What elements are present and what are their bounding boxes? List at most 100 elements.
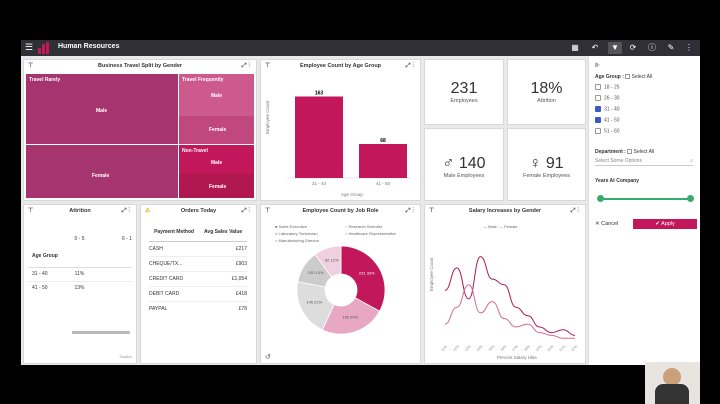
tree-label: Male: [211, 93, 222, 99]
legend-item[interactable]: ● Healthcare Representative: [345, 231, 396, 236]
filter-icon[interactable]: ▼: [608, 42, 622, 54]
department-select[interactable]: Select Some Options ⌕: [595, 158, 693, 166]
donut-label: 82 12%: [325, 257, 339, 262]
grid-icon[interactable]: ▦: [571, 43, 579, 52]
panel-tools[interactable]: ⤢⋮: [241, 63, 252, 69]
x-tick-label: 14%: [476, 344, 484, 352]
legend-item[interactable]: — Female: [499, 224, 518, 229]
x-axis-label: Percent Salary Hike: [497, 355, 537, 360]
travel-treemap: Travel Rarely Male Female Travel Frequen…: [26, 74, 254, 198]
age-option-31-40[interactable]: 31 - 40: [595, 106, 620, 112]
panel-tools[interactable]: ⤢⋮: [241, 208, 252, 214]
pin-icon[interactable]: ⊤: [28, 208, 34, 214]
donut-slice[interactable]: [314, 245, 342, 278]
salary-legend: — Male — Female: [483, 224, 518, 229]
years-filter-label: Years At Company: [595, 178, 639, 184]
series-line[interactable]: [444, 284, 575, 339]
bar[interactable]: [295, 96, 343, 179]
table-row[interactable]: DEBIT CARD £418: [149, 286, 247, 301]
age-option-41-50[interactable]: 41 - 50: [595, 117, 620, 123]
dashboard-frame: ☰ Human Resources ▦ ↶ ▼ ⟳ ⓘ ✎ ⋮ ⊤ Busines…: [21, 40, 700, 365]
table-row[interactable]: 41 - 50 13%: [32, 285, 85, 292]
attrition-panel: ⊤ Attrition ⤢⋮ 0 - 5 6 - 1 Age Group 31 - 4…: [23, 204, 137, 364]
donut-slice[interactable]: [321, 297, 381, 335]
undo-icon[interactable]: ↶: [591, 43, 599, 52]
legend-item[interactable]: ● Sales Executive: [275, 224, 308, 229]
panel-tools[interactable]: ⤢⋮: [405, 63, 416, 69]
kpi-attrition: 18% Attrition: [507, 59, 586, 125]
presenter-head: [663, 368, 681, 386]
filter-sidebar: ⊪ Age Group : Select All 18 - 25 26 - 30…: [588, 56, 700, 365]
wrench-icon[interactable]: ✎: [667, 43, 675, 52]
table-row[interactable]: 31 - 40 11%: [28, 267, 132, 281]
table-row[interactable]: CREDIT CARD £1,054: [149, 271, 247, 286]
tree-label: Non-Travel: [182, 148, 208, 154]
cancel-button[interactable]: ✕ Cancel: [595, 221, 619, 227]
legend-item[interactable]: ● Research Scientist: [345, 224, 382, 229]
col-header: 6 - 1: [121, 236, 132, 242]
table-row[interactable]: PAYPAL £78: [149, 305, 247, 312]
donut-slice[interactable]: [340, 245, 386, 312]
years-slider-track[interactable]: [599, 198, 691, 200]
refresh-icon[interactable]: ⟳: [629, 43, 637, 52]
x-tick-label: 13%: [464, 344, 472, 352]
warning-icon[interactable]: ⚠: [145, 208, 151, 214]
x-tick-label: 31 - 40: [312, 181, 327, 186]
panel-tools[interactable]: ⤢⋮: [405, 208, 416, 214]
tree-label: Female: [209, 127, 226, 133]
job-role-panel: ⊤ Employee Count by Job Role ⤢⋮ ● Sales Ex…: [260, 204, 421, 364]
tree-label: Travel Frequently: [182, 77, 224, 83]
app-title: Human Resources: [58, 43, 120, 50]
bar[interactable]: [359, 144, 407, 178]
tree-cell-rarely-male[interactable]: [26, 74, 178, 144]
donut-label: 145 21%: [306, 300, 322, 305]
pin-icon[interactable]: ⊤: [265, 208, 271, 214]
job-legend: ● Sales Executive ● Laboratory Technicia…: [275, 223, 319, 244]
slider-handle-min[interactable]: [597, 195, 604, 202]
hamburger-menu-icon[interactable]: ☰: [25, 42, 34, 52]
y-axis-label: Employee Count: [429, 257, 434, 291]
apply-button[interactable]: ✔ Apply: [633, 219, 697, 229]
col-header: Avg Sales Value: [203, 228, 243, 235]
age-option-26-30[interactable]: 26 - 30: [595, 95, 620, 101]
tree-cell-rarely-female[interactable]: [26, 145, 178, 198]
travel-title: ⊤ Business Travel Split by Gender ⤢⋮: [24, 60, 256, 72]
legend-item[interactable]: — Male: [483, 224, 497, 229]
pin-icon[interactable]: ⊤: [429, 208, 435, 214]
salary-title: ⊤ Salary Increases by Gender ⤢⋮: [425, 205, 585, 217]
x-tick-label: 16%: [499, 344, 507, 352]
tree-cell-freq-female[interactable]: [179, 116, 254, 144]
series-line[interactable]: [444, 256, 576, 336]
table-row[interactable]: CASH £217: [149, 241, 247, 256]
kpi-value: ♂ 140: [442, 155, 486, 172]
x-tick-label: 18%: [523, 344, 531, 352]
panel-tools[interactable]: ⤢⋮: [121, 208, 132, 214]
horizontal-scrollbar[interactable]: [72, 331, 130, 334]
donut-label: 165 24%: [342, 315, 358, 320]
age-option-51-60[interactable]: 51 - 60: [595, 128, 620, 134]
kpi-value: ♀ 91: [529, 155, 564, 172]
dept-select-all-checkbox[interactable]: [627, 149, 633, 155]
legend-item[interactable]: ● Manufacturing Director: [275, 238, 320, 243]
x-tick-label: 11%: [440, 344, 448, 352]
pin-icon[interactable]: ⊤: [265, 63, 271, 69]
info-icon[interactable]: ⓘ: [648, 43, 656, 52]
select-all-checkbox[interactable]: [625, 74, 631, 80]
tree-cell-non-female[interactable]: [179, 174, 254, 198]
more-icon[interactable]: ⋮: [685, 43, 693, 52]
tree-label: Female: [209, 184, 226, 190]
tree-label: Female: [92, 173, 109, 179]
age-option-18-25[interactable]: 18 - 25: [595, 84, 620, 90]
legend-item[interactable]: ● Laboratory Technician: [275, 231, 318, 236]
table-row[interactable]: CHEQUE/TX... £903: [149, 256, 247, 271]
webcam-overlay: [645, 362, 700, 404]
presenter-body: [655, 384, 689, 404]
pin-icon[interactable]: ⊤: [28, 63, 34, 69]
age-chart-title: ⊤ Employee Count by Age Group ⤢⋮: [261, 60, 420, 72]
filter-header-icon: ⊪: [595, 63, 601, 69]
panel-tools[interactable]: ⤢⋮: [570, 208, 581, 214]
reset-icon[interactable]: ↺: [265, 354, 271, 361]
salary-line-chart: Employee Count Percent Salary Hike 11% 12…: [429, 256, 578, 360]
slider-handle-max[interactable]: [687, 195, 694, 202]
x-tick-label: 41 - 50: [376, 181, 391, 186]
